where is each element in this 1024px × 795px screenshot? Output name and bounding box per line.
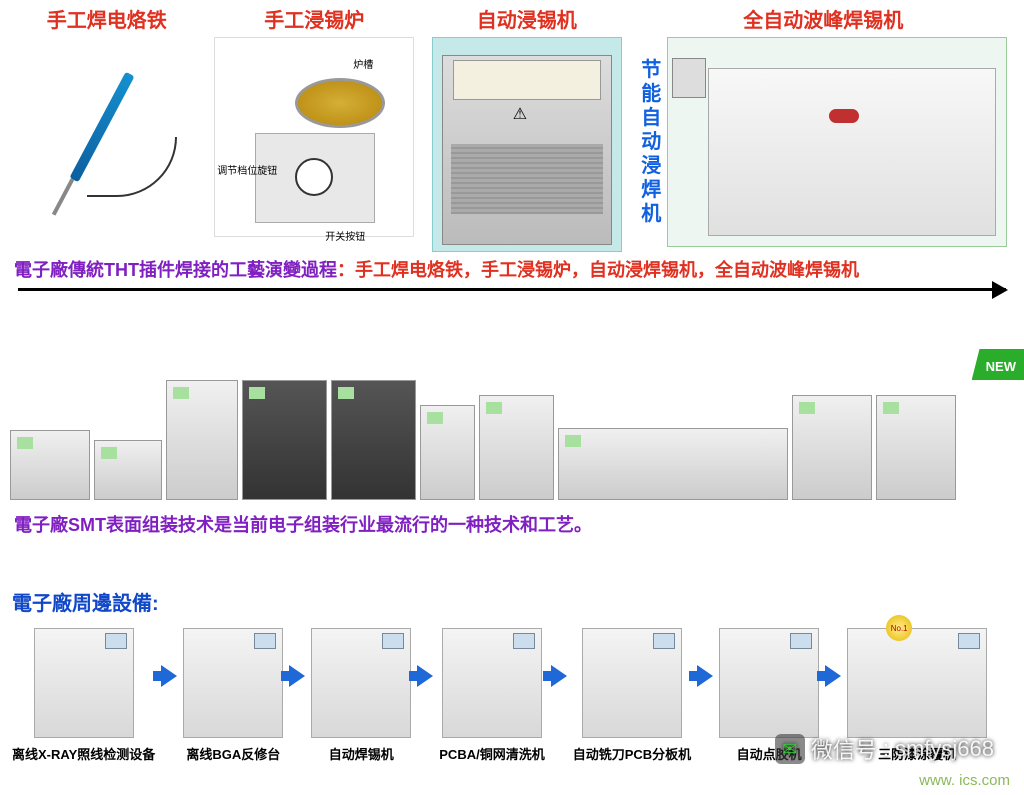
peripheral-label-3: PCBA/铜网清洗机 bbox=[439, 744, 544, 763]
new-badge: NEW bbox=[972, 349, 1024, 380]
peripheral-label-2: 自动焊锡机 bbox=[329, 744, 394, 763]
peripheral-image-5 bbox=[719, 628, 819, 738]
peripheral-item-4: 自动铣刀PCB分板机 bbox=[573, 628, 691, 763]
smt-machine-8 bbox=[792, 395, 872, 500]
peripheral-image-6: No.1 bbox=[847, 628, 987, 738]
peripheral-label-0: 离线X-RAY照线检测设备 bbox=[12, 744, 155, 763]
smt-machine-7 bbox=[558, 428, 788, 500]
peripheral-label-1: 离线BGA反修台 bbox=[186, 744, 280, 763]
smt-description: 電子廠SMT表面组装技术是当前电子组装行业最流行的一种技术和工艺。 bbox=[10, 511, 1014, 537]
solder-pot-image: 炉槽 调节档位旋钮 开关按钮 bbox=[214, 37, 414, 237]
peripheral-label-4: 自动铣刀PCB分板机 bbox=[573, 744, 691, 763]
title-1: 手工焊电烙铁 bbox=[47, 4, 167, 33]
tht-evolution-row: ★ 手工焊电烙铁 手工浸锡炉 炉槽 调节档位旋钮 开关按钮 自动浸锡机 ⚠ 全自… bbox=[0, 0, 1024, 250]
smt-machine-3 bbox=[242, 380, 327, 500]
source-url: www. ics.com bbox=[919, 772, 1010, 789]
pot-label-left: 调节档位旋钮 bbox=[217, 162, 277, 177]
peripheral-item-1: 离线BGA反修台 bbox=[183, 628, 283, 763]
timeline-arrow bbox=[18, 288, 1006, 291]
flow-arrow-icon bbox=[289, 665, 305, 687]
item-solder-pot: 手工浸锡炉 炉槽 调节档位旋钮 开关按钮 bbox=[214, 4, 414, 237]
peripheral-image-0 bbox=[34, 628, 134, 738]
title-3: 自动浸锡机 bbox=[477, 4, 577, 33]
smt-machine-1 bbox=[94, 440, 162, 500]
peripheral-item-2: 自动焊锡机 bbox=[311, 628, 411, 763]
auto-dip-image: ⚠ bbox=[432, 37, 622, 252]
wechat-label: 微信号 bbox=[811, 733, 877, 765]
wechat-watermark: ✉ 微信号: smfysj668 bbox=[775, 733, 994, 765]
tht-timeline: 電子廠傳統THT插件焊接的工藝演變過程：手工焊电烙铁，手工浸锡炉，自动浸焊锡机，… bbox=[0, 250, 1024, 291]
flow-arrow-icon bbox=[551, 665, 567, 687]
item-auto-dip: 自动浸锡机 ⚠ bbox=[432, 4, 622, 252]
peripheral-image-1 bbox=[183, 628, 283, 738]
peripheral-item-0: 离线X-RAY照线检测设备 bbox=[12, 628, 155, 763]
smt-machine-4 bbox=[331, 380, 416, 500]
flow-arrow-icon bbox=[161, 665, 177, 687]
title-4: 全自动波峰焊锡机 bbox=[743, 4, 903, 33]
wave-solder-image bbox=[667, 37, 1007, 247]
smt-machine-2 bbox=[166, 380, 238, 500]
flow-arrow-icon bbox=[417, 665, 433, 687]
vertical-caption: 节能 自动浸焊机 bbox=[639, 58, 663, 226]
pot-label-top: 炉槽 bbox=[353, 56, 373, 71]
peripheral-image-3 bbox=[442, 628, 542, 738]
peripheral-image-2 bbox=[311, 628, 411, 738]
flow-arrow-icon bbox=[697, 665, 713, 687]
smt-machine-9 bbox=[876, 395, 956, 500]
wechat-id: smfysj668 bbox=[895, 736, 994, 762]
timeline-sep: ： bbox=[337, 260, 355, 280]
gold-badge: No.1 bbox=[886, 615, 912, 641]
peripheral-item-3: PCBA/铜网清洗机 bbox=[439, 628, 544, 763]
title-2: 手工浸锡炉 bbox=[264, 4, 364, 33]
wechat-icon: ✉ bbox=[775, 734, 805, 764]
flow-arrow-icon bbox=[825, 665, 841, 687]
smt-machine-6 bbox=[479, 395, 554, 500]
timeline-items: 手工焊电烙铁，手工浸锡炉，自动浸焊锡机，全自动波峰焊锡机 bbox=[355, 260, 859, 280]
smt-section: NEW 電子廠SMT表面组装技术是当前电子组装行业最流行的一种技术和工艺。 bbox=[0, 361, 1024, 537]
item-soldering-iron: 手工焊电烙铁 bbox=[17, 4, 197, 237]
smt-machine-0 bbox=[10, 430, 90, 500]
peripheral-image-4 bbox=[582, 628, 682, 738]
peripheral-title: 電子廠周邊設備: bbox=[12, 587, 1012, 616]
pot-label-bottom: 开关按钮 bbox=[325, 228, 365, 243]
smt-machine-row bbox=[10, 361, 1014, 501]
item-wave-solder: 全自动波峰焊锡机 节能 自动浸焊机 bbox=[639, 4, 1007, 247]
timeline-prefix: 電子廠傳統THT插件焊接的工藝演變過程 bbox=[14, 260, 337, 280]
soldering-iron-image bbox=[17, 37, 197, 237]
smt-machine-5 bbox=[420, 405, 475, 500]
warning-icon: ⚠ bbox=[513, 104, 527, 124]
timeline-text: 電子廠傳統THT插件焊接的工藝演變過程：手工焊电烙铁，手工浸锡炉，自动浸焊锡机，… bbox=[14, 256, 1010, 282]
